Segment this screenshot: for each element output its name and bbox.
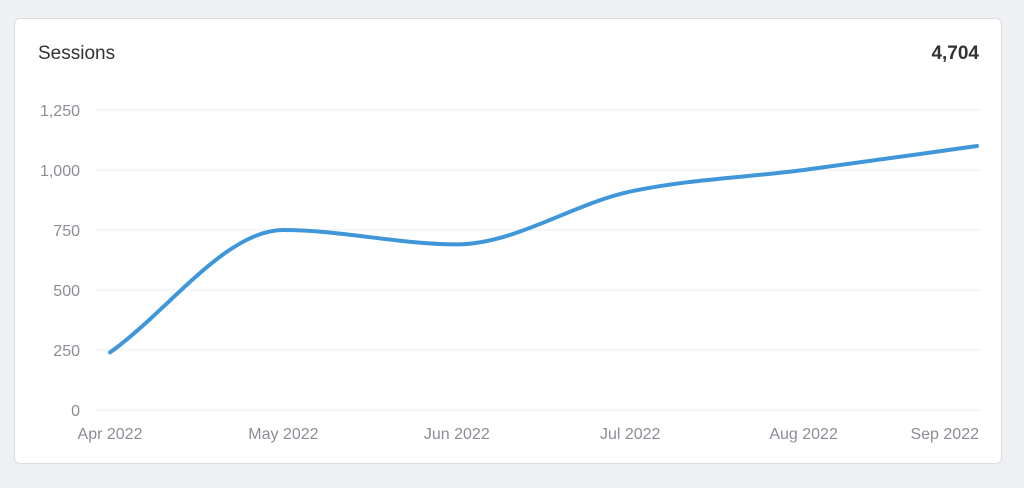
x-tick-label: Jul 2022 <box>600 426 661 443</box>
x-tick-label: May 2022 <box>248 426 318 443</box>
sessions-series-line <box>108 144 979 355</box>
sessions-widget: Sessions 4,704 <box>14 18 1002 464</box>
x-tick-label: Apr 2022 <box>78 426 143 443</box>
data-point[interactable] <box>451 238 463 250</box>
y-tick-label: 1,000 <box>40 163 80 180</box>
y-tick-label: 750 <box>53 223 80 240</box>
series-layer <box>104 140 983 358</box>
y-axis-ticks: 0 250 500 750 1,000 1,250 <box>40 103 80 420</box>
data-point[interactable] <box>624 186 636 198</box>
widget-title: Sessions <box>38 43 116 64</box>
data-point[interactable] <box>798 164 810 176</box>
x-axis-ticks: Apr 2022 May 2022 Jun 2022 Jul 2022 Aug 2022… <box>78 426 980 443</box>
x-tick-label: Jun 2022 <box>424 426 490 443</box>
widget-total: 4,704 <box>931 43 979 64</box>
data-point[interactable] <box>971 140 983 152</box>
y-tick-label: 500 <box>53 283 80 300</box>
x-tick-label: Sep 2022 <box>910 426 979 443</box>
data-point[interactable] <box>277 224 289 236</box>
y-tick-label: 0 <box>71 403 80 420</box>
y-tick-label: 250 <box>53 343 80 360</box>
data-point[interactable] <box>104 346 116 358</box>
y-tick-label: 1,250 <box>40 103 80 120</box>
grid-lines <box>95 109 980 411</box>
x-tick-label: Aug 2022 <box>769 426 838 443</box>
